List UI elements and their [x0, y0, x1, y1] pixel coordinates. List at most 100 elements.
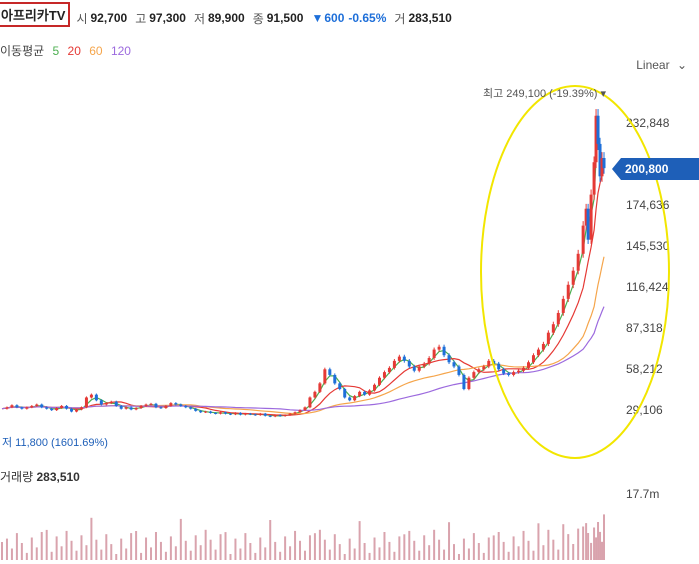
candle-body: [139, 405, 143, 409]
candle-body: [243, 413, 247, 415]
volume-bar: [512, 536, 515, 560]
volume-bar: [532, 550, 535, 560]
scale-mode-dropdown[interactable]: Linear ⌄: [636, 58, 687, 72]
candle-body: [214, 412, 218, 414]
candle-body: [308, 397, 312, 408]
candle-body: [109, 401, 113, 404]
volume-bar: [214, 549, 217, 560]
volume-bar: [249, 543, 252, 560]
volume-bar: [403, 534, 406, 560]
candle-body: [10, 405, 14, 408]
stock-name[interactable]: 아프리카TV: [0, 1, 71, 27]
candle-body: [338, 383, 342, 390]
volume-bar: [229, 554, 232, 560]
low-value: 89,900: [208, 11, 245, 25]
candle-body: [50, 408, 54, 411]
low-label: 저: [193, 11, 205, 26]
candle-body: [238, 412, 242, 415]
high-marker-label: 최고 249,100 (-19.39%) ▾: [483, 87, 606, 100]
volume-bar: [413, 540, 416, 560]
scale-mode-label: Linear: [636, 58, 670, 72]
moving-average-legend[interactable]: 이동평균 5 20 60 120: [0, 42, 136, 59]
ma-20[interactable]: 20: [67, 44, 81, 58]
volume-bar: [95, 539, 98, 560]
volume-bar: [105, 534, 108, 560]
volume-bar: [527, 540, 530, 560]
candle-body: [596, 115, 600, 144]
volume-bar: [5, 538, 8, 560]
ma-5[interactable]: 5: [52, 44, 60, 58]
candle-body: [75, 409, 79, 412]
volume-bar: [497, 532, 500, 560]
volume-label: 거: [394, 11, 406, 26]
candle-body: [45, 407, 49, 409]
current-price-value: 200,800: [625, 162, 669, 176]
ma-120[interactable]: 120: [110, 44, 131, 58]
candle-body: [507, 373, 511, 375]
candle-body: [452, 362, 456, 367]
volume-bar: [333, 534, 336, 560]
candle-body: [472, 372, 476, 378]
candle-body: [89, 394, 93, 398]
candle-body: [303, 407, 307, 411]
volume-bar: [378, 547, 381, 560]
volume-bar: [169, 536, 172, 560]
volume-bar: [398, 536, 401, 560]
highlight-circle: [480, 85, 670, 459]
volume-bar: [373, 537, 376, 560]
volume-bar: [294, 530, 297, 560]
volume-bar: [189, 550, 192, 560]
volume-bar: [184, 540, 187, 560]
candle-body: [149, 403, 153, 405]
candle-body: [551, 324, 555, 333]
candle-body: [522, 367, 526, 371]
candle-body: [343, 389, 347, 398]
volume-bar: [567, 534, 570, 560]
candle-body: [531, 355, 535, 363]
candle-body: [412, 366, 416, 371]
volume-bar: [244, 533, 247, 560]
volume-bar: [100, 549, 103, 560]
candle-body: [258, 413, 262, 416]
candle-body: [79, 407, 83, 410]
volume-bar: [482, 552, 485, 560]
candle-body: [30, 405, 34, 408]
ma-60[interactable]: 60: [89, 44, 103, 58]
volume-bar: [125, 548, 128, 560]
volume-title-value: 283,510: [36, 470, 80, 484]
candle-body: [194, 408, 198, 411]
volume-bar: [150, 547, 153, 560]
volume-axis-label: 17.7m: [626, 487, 659, 501]
volume-bar: [428, 545, 431, 560]
candle-body: [462, 374, 466, 390]
volume-bar: [542, 545, 545, 560]
volume-bar: [289, 546, 292, 560]
volume-bar: [299, 540, 302, 560]
volume-bar: [60, 546, 63, 560]
ma-label: 이동평균: [0, 44, 45, 58]
candle-body: [561, 298, 565, 313]
candle-body: [204, 411, 208, 413]
open-value: 92,700: [90, 11, 128, 25]
volume-bar: [537, 523, 540, 560]
volume-bar: [547, 529, 550, 560]
volume-bar: [595, 537, 598, 560]
volume-bar: [140, 552, 143, 560]
y-tick-label: 145,530: [626, 239, 670, 253]
candle-body: [179, 404, 183, 406]
volume-bar: [448, 522, 451, 560]
candle-body: [432, 349, 436, 359]
candle-body: [174, 403, 178, 405]
candle-body: [224, 412, 228, 414]
volume-bar: [90, 517, 93, 560]
volume-bar: [164, 551, 167, 560]
volume-bar: [174, 546, 177, 560]
volume-bar: [457, 554, 460, 560]
candle-body: [517, 370, 521, 373]
candle-body: [55, 408, 59, 411]
candle-body: [313, 391, 317, 398]
volume-bar: [562, 524, 565, 560]
candle-body: [298, 410, 302, 413]
candle-body: [422, 363, 426, 367]
